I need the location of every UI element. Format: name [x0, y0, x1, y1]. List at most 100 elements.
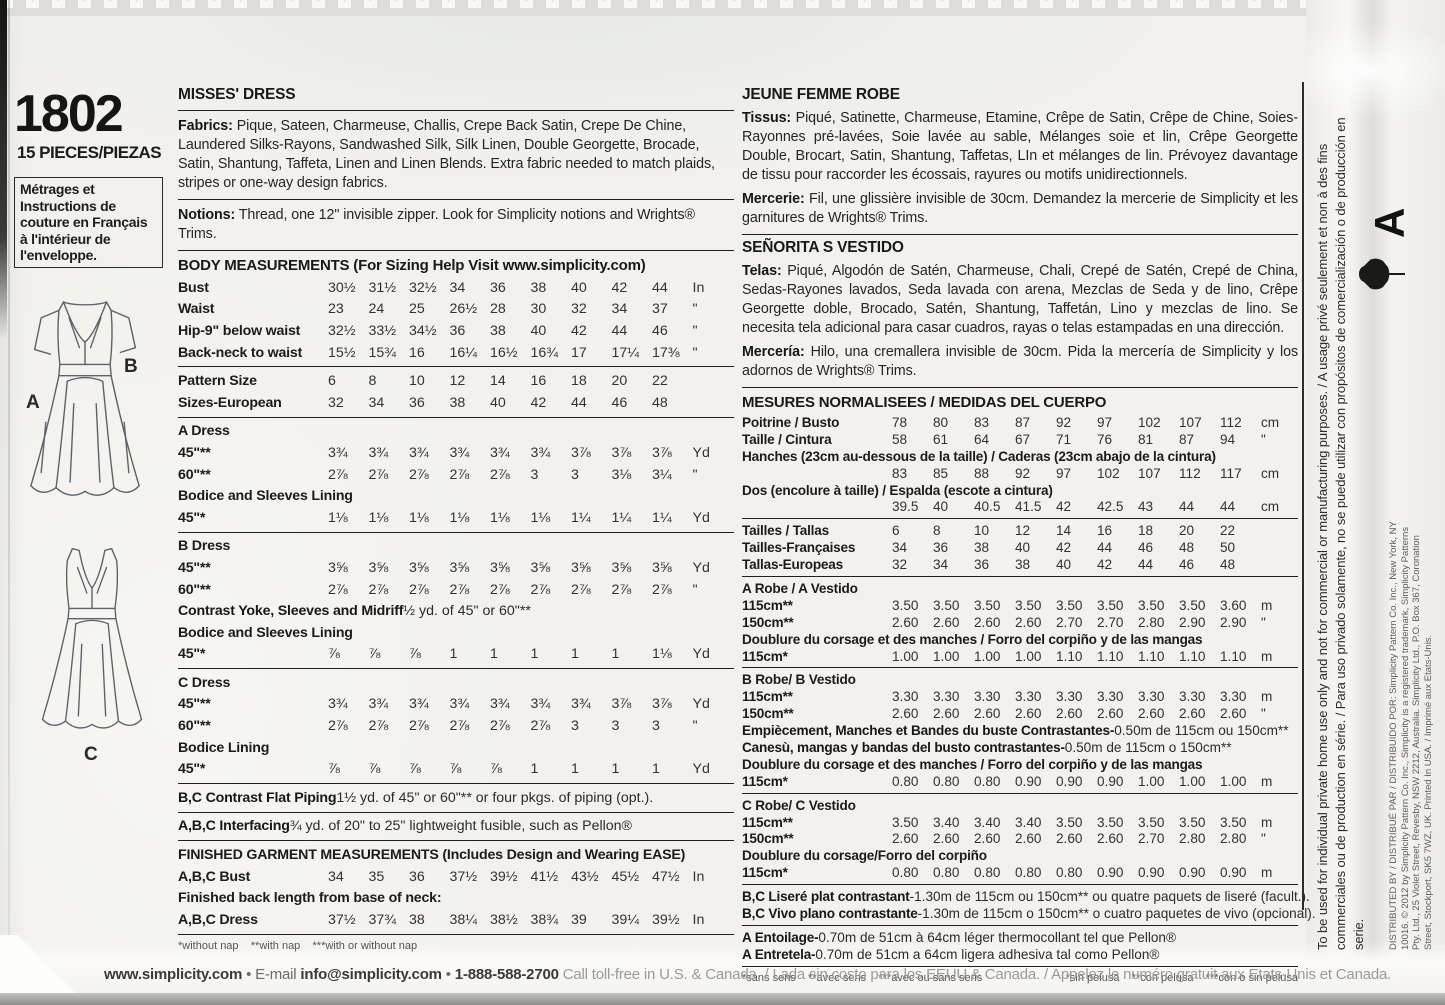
- bullet: •: [441, 966, 455, 983]
- table-row: 45"* ⅞ ⅞ ⅞ 1 1 1 1 1 1⅛ Yd: [178, 646, 710, 663]
- table-rule: [742, 667, 1298, 669]
- footer-contact-line: www.simplicity.com • E-mail info@simplic…: [104, 966, 1391, 983]
- merceria-label: Mercería:: [742, 344, 805, 360]
- table-row: B,C Liseré plat contrastant -1.30m de 11…: [742, 889, 1310, 905]
- table-rule: [742, 924, 1298, 926]
- scan-edge-shadow: [0, 0, 7, 340]
- table-row: 150cm** 2.60 2.60 2.60 2.60 2.70 2.70 2.80 2.90 2…: [742, 614, 1266, 630]
- table-row: 115cm** 3.50 3.40 3.40 3.40 3.50 3.50 3.50 3.50 3…: [742, 814, 1273, 830]
- table-row: 60"** 2⅞ 2⅞ 2⅞ 2⅞ 2⅞ 2⅞ 3 3 3 ": [178, 718, 698, 735]
- english-title: MISSES' DRESS: [178, 86, 296, 103]
- body-measurements-heading: BODY MEASUREMENTS (For Sizing Help Visit…: [178, 257, 646, 274]
- table-row: B,C Vivo plano contrastante -1.30m de 11…: [742, 905, 1316, 921]
- bullet: •: [242, 966, 256, 983]
- dress-illustration-ab: [30, 301, 140, 496]
- table-row: Doublure du corsage/Forro del corpiño: [742, 848, 987, 864]
- table-row: Poitrine / Busto 78 80 83 87 92 97 102 107 112 cm: [742, 414, 1280, 430]
- table-row: Waist 23 24 25 26½ 28 30 32 34 37 ": [178, 301, 698, 318]
- table-row: 115cm* 0.80 0.80 0.80 0.90 0.90 0.90 1.00 1.00 1.…: [742, 773, 1273, 789]
- table-row: 115cm* 0.80 0.80 0.80 0.80 0.80 0.90 0.90 0.90 0.…: [742, 865, 1273, 881]
- table-row: A Robe / A Vestido: [742, 580, 858, 596]
- table-row: A Dress: [178, 423, 230, 440]
- table-row: Empiècement, Manches et Bandes du buste …: [742, 723, 1289, 739]
- rule: [178, 250, 734, 251]
- table-row: Tallas-Europeas 32 34 36 38 40 42 44 46 48: [742, 557, 1236, 573]
- table-row: Finished back length from base of neck:: [178, 890, 442, 907]
- table-row: FINISHED GARMENT MEASUREMENTS (Includes …: [178, 847, 686, 864]
- english-measurements-table: Bust 30½ 31½ 32½ 34 36 38 40 42 44 In Waist 23 24 25 26…: [178, 277, 734, 931]
- fabrics-label: Fabrics:: [178, 118, 233, 134]
- table-rule: [178, 811, 734, 813]
- table-row: B,C Contrast Flat Piping 1½ yd. of 45" o…: [178, 789, 654, 806]
- pattern-number: 1802: [14, 85, 124, 143]
- mercerie-label: Mercerie:: [742, 191, 805, 207]
- table-row: 39.5 40 40.5 41.5 42 42.5 43 44 44 cm: [892, 499, 1280, 515]
- phone-number: 1-888-588-2700: [454, 966, 559, 983]
- table-rule: [178, 668, 734, 670]
- table-row: Hip-9" below waist 32½ 33½ 34½ 36 38 40 42 44 46 ": [178, 322, 698, 339]
- table-row: 60"** 2⅞ 2⅞ 2⅞ 2⅞ 2⅞ 3 3 3⅛ 3¼ ": [178, 466, 698, 483]
- footnote-spanish: *sin pelusa **con pelusa ***con o sin pe…: [1065, 971, 1298, 984]
- english-column: MISSES' DRESS Fabrics: Pique, Sateen, Ch…: [178, 86, 734, 952]
- table-row: A Entretela- 0.70m de 51cm a 64cm ligera…: [742, 946, 1160, 962]
- column-divider-rule: [1302, 82, 1304, 910]
- table-row: B Dress: [178, 538, 231, 555]
- table-row: A,B,C Bust 34 35 36 37½ 39½ 41½ 43½ 45½ 47½ In: [178, 868, 705, 885]
- table-row: 115cm** 3.30 3.30 3.30 3.30 3.30 3.30 3.30 3.30 3…: [742, 689, 1273, 705]
- table-row: Sizes-European 32 34 36 38 40 42 44 46 48: [178, 394, 668, 411]
- french-title: JEUNE FEMME ROBE: [742, 86, 900, 103]
- mercerie-text: Fil, une glissière invisible de 30cm. De…: [742, 191, 1298, 226]
- envelope-side-flap: [1306, 0, 1445, 1005]
- table-row: C Dress: [178, 674, 231, 691]
- notions-text: Thread, one 12" invisible zipper. Look f…: [178, 207, 695, 242]
- envelope-fold-line: [8, 0, 10, 1005]
- scan-bottom-shadow: [0, 993, 1445, 1005]
- tissus-text: Piqué, Satinette, Charmeuse, Etamine, Cr…: [742, 110, 1298, 183]
- website-text: www.simplicity.com: [104, 966, 243, 983]
- table-row: Doublure du corsage et des manches / For…: [742, 756, 1203, 772]
- table-row: 45"** 3⅝ 3⅝ 3⅝ 3⅝ 3⅝ 3⅝ 3⅝ 3⅝ 3⅝ Yd: [178, 559, 710, 576]
- footnote-french: *sans sens **avec sens ***avec ou sans s…: [742, 971, 983, 984]
- table-row: 45"* 1⅛ 1⅛ 1⅛ 1⅛ 1⅛ 1⅛ 1¼ 1¼ 1¼ Yd: [178, 509, 710, 526]
- table-rule: [178, 840, 734, 842]
- envelope-corner: [0, 935, 100, 995]
- rule: [742, 387, 1298, 388]
- table-rule: [742, 792, 1298, 794]
- telas-text: Piqué, Algodón de Satén, Charmeuse, Chal…: [742, 263, 1298, 336]
- table-row: Bodice and Sleeves Lining: [178, 624, 353, 641]
- table-row: Bust 30½ 31½ 32½ 34 36 38 40 42 44 In: [178, 279, 705, 296]
- table-row: A,B,C Dress 37½ 37¾ 38 38¼ 38½ 38¾ 39 39¼ 39½ In: [178, 911, 705, 928]
- table-row: Contrast Yoke, Sleeves and Midriff ½ yd.…: [178, 603, 531, 620]
- table-row: Doublure du corsage et des manches / For…: [742, 631, 1203, 647]
- telas-label: Telas:: [742, 263, 782, 279]
- merceria-text: Hilo, una cremallera invisible de 30cm. …: [742, 344, 1298, 379]
- view-a-label: A: [26, 392, 40, 413]
- distributor-small-print: DISTRIBUTED BY / DISTRIBUÉ PAR / DISTRIB…: [1388, 521, 1434, 950]
- table-rule: [742, 576, 1298, 578]
- table-row: 60"** 2⅞ 2⅞ 2⅞ 2⅞ 2⅞ 2⅞ 2⅞ 2⅞ 2⅞ ": [178, 581, 698, 598]
- table-rule: [742, 884, 1298, 886]
- table-row: 115cm* 1.00 1.00 1.00 1.00 1.10 1.10 1.10 1.10 1.…: [742, 648, 1273, 664]
- tissus-label: Tissus:: [742, 110, 792, 126]
- table-rule: [178, 531, 734, 533]
- fabrics-paragraph: Fabrics: Pique, Sateen, Charmeuse, Chall…: [178, 115, 734, 196]
- view-c-label: C: [84, 744, 98, 765]
- table-row: 45"** 3¾ 3¾ 3¾ 3¾ 3¾ 3¾ 3¾ 3⅞ 3⅞ Yd: [178, 696, 710, 713]
- notions-paragraph: Notions: Thread, one 12" invisible zippe…: [178, 204, 734, 247]
- private-use-line2: commerciales ou de production en série. …: [1333, 117, 1366, 950]
- toll-free-text: Call toll-free in U.S. & Canada. / Lada …: [558, 966, 1392, 983]
- table-row: A Entoilage- 0.70m de 51cm à 64cm léger …: [742, 929, 1177, 945]
- tissus-paragraph: Tissus: Piqué, Satinette, Charmeuse, Eta…: [742, 107, 1298, 188]
- telas-paragraph: Telas: Piqué, Algodón de Satén, Charmeus…: [742, 260, 1298, 341]
- french-spanish-column: JEUNE FEMME ROBE Tissus: Piqué, Satinett…: [742, 86, 1316, 984]
- private-use-notice: To be used for individual private home u…: [1314, 88, 1366, 950]
- mesures-heading: MESURES NORMALISEES / MEDIDAS DEL CUERPO: [742, 394, 1107, 411]
- spanish-title: SEÑORITA S VESTIDO: [742, 239, 904, 256]
- rule: [178, 199, 734, 200]
- rule: [178, 933, 734, 935]
- mercerie-paragraph: Mercerie: Fil, une glissière invisible d…: [742, 188, 1298, 231]
- private-use-line1: To be used for individual private home u…: [1315, 143, 1330, 950]
- table-row: B Robe/ B Vestido: [742, 672, 856, 688]
- view-b-label: B: [124, 356, 138, 377]
- table-row: 45"** 3¾ 3¾ 3¾ 3¾ 3¾ 3¾ 3⅞ 3⅞ 3⅞ Yd: [178, 444, 710, 461]
